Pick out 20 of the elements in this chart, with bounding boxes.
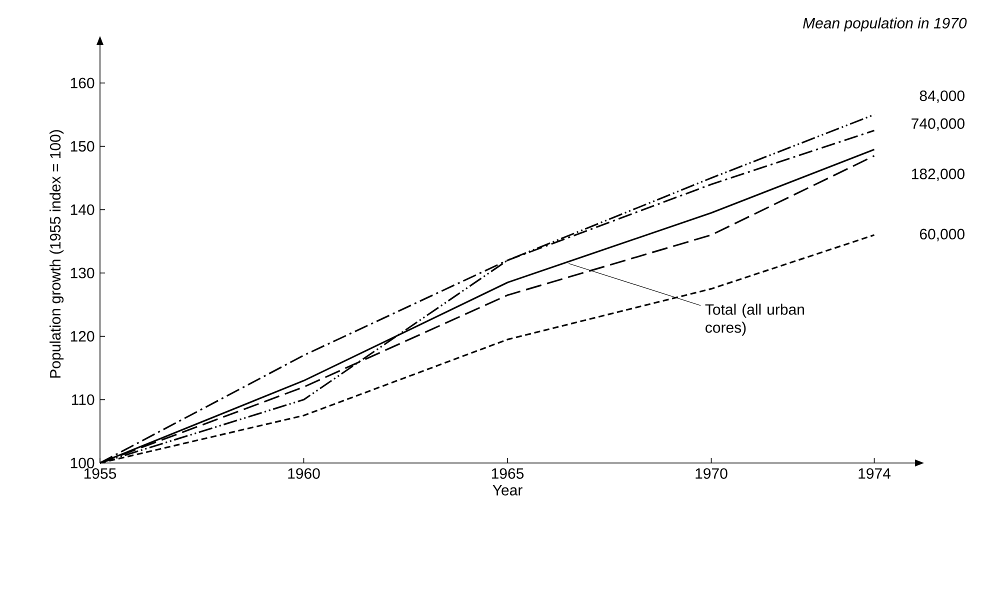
y-tick-label: 160 [70,78,94,88]
x-tick-label: 1955 [84,468,116,479]
annotation: Total (all urban cores) [705,304,804,336]
y-tick-label: 110 [72,394,94,405]
y-tick-label: 130 [70,268,94,278]
y-tick-label: 150 [70,141,94,152]
legend-title: Mean population in 1970 [803,17,967,32]
x-tick-label: 1970 [696,468,728,479]
y-axis-title: Population growth (1955 index = 100) [50,130,64,378]
y-tick-label: 100 [70,458,94,468]
text: 84,000 [920,90,964,103]
y-tick-label: 140 [70,204,94,215]
x-tick-label: 1965 [492,468,524,479]
x-tick-label: 1974 [858,468,890,479]
text: 182,000 [912,168,964,182]
text: 740,000 [912,118,964,131]
x-axis-title: Year [492,485,522,496]
x-tick-label: 1960 [288,468,320,479]
text: 60,000 [920,228,964,242]
y-tick-label: 120 [70,331,94,342]
